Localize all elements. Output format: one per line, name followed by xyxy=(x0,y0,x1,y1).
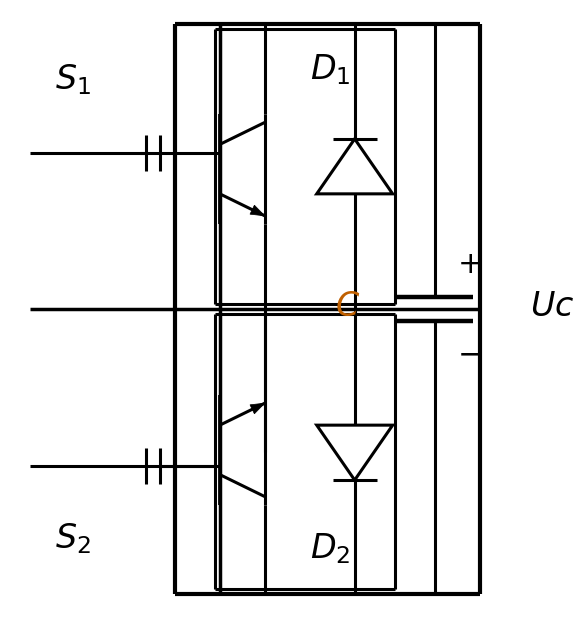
Text: $C$: $C$ xyxy=(335,291,360,323)
Text: $D_2$: $D_2$ xyxy=(309,532,350,566)
Text: $+$: $+$ xyxy=(457,249,482,280)
Text: $-$: $-$ xyxy=(457,339,482,370)
Text: $Uc$: $Uc$ xyxy=(529,291,574,323)
Polygon shape xyxy=(250,403,265,413)
Text: $S_2$: $S_2$ xyxy=(55,521,91,556)
Text: $S_1$: $S_1$ xyxy=(55,62,91,97)
Polygon shape xyxy=(250,206,265,216)
Text: $D_1$: $D_1$ xyxy=(309,52,350,87)
